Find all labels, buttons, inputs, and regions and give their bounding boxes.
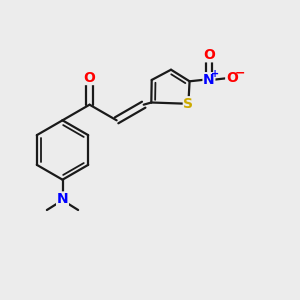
Text: O: O — [203, 48, 215, 62]
Text: +: + — [211, 69, 219, 79]
Text: O: O — [84, 70, 95, 85]
Text: N: N — [57, 192, 68, 206]
Text: S: S — [183, 97, 194, 111]
Text: O: O — [226, 70, 238, 85]
Text: N: N — [203, 73, 215, 87]
Text: −: − — [234, 66, 245, 79]
